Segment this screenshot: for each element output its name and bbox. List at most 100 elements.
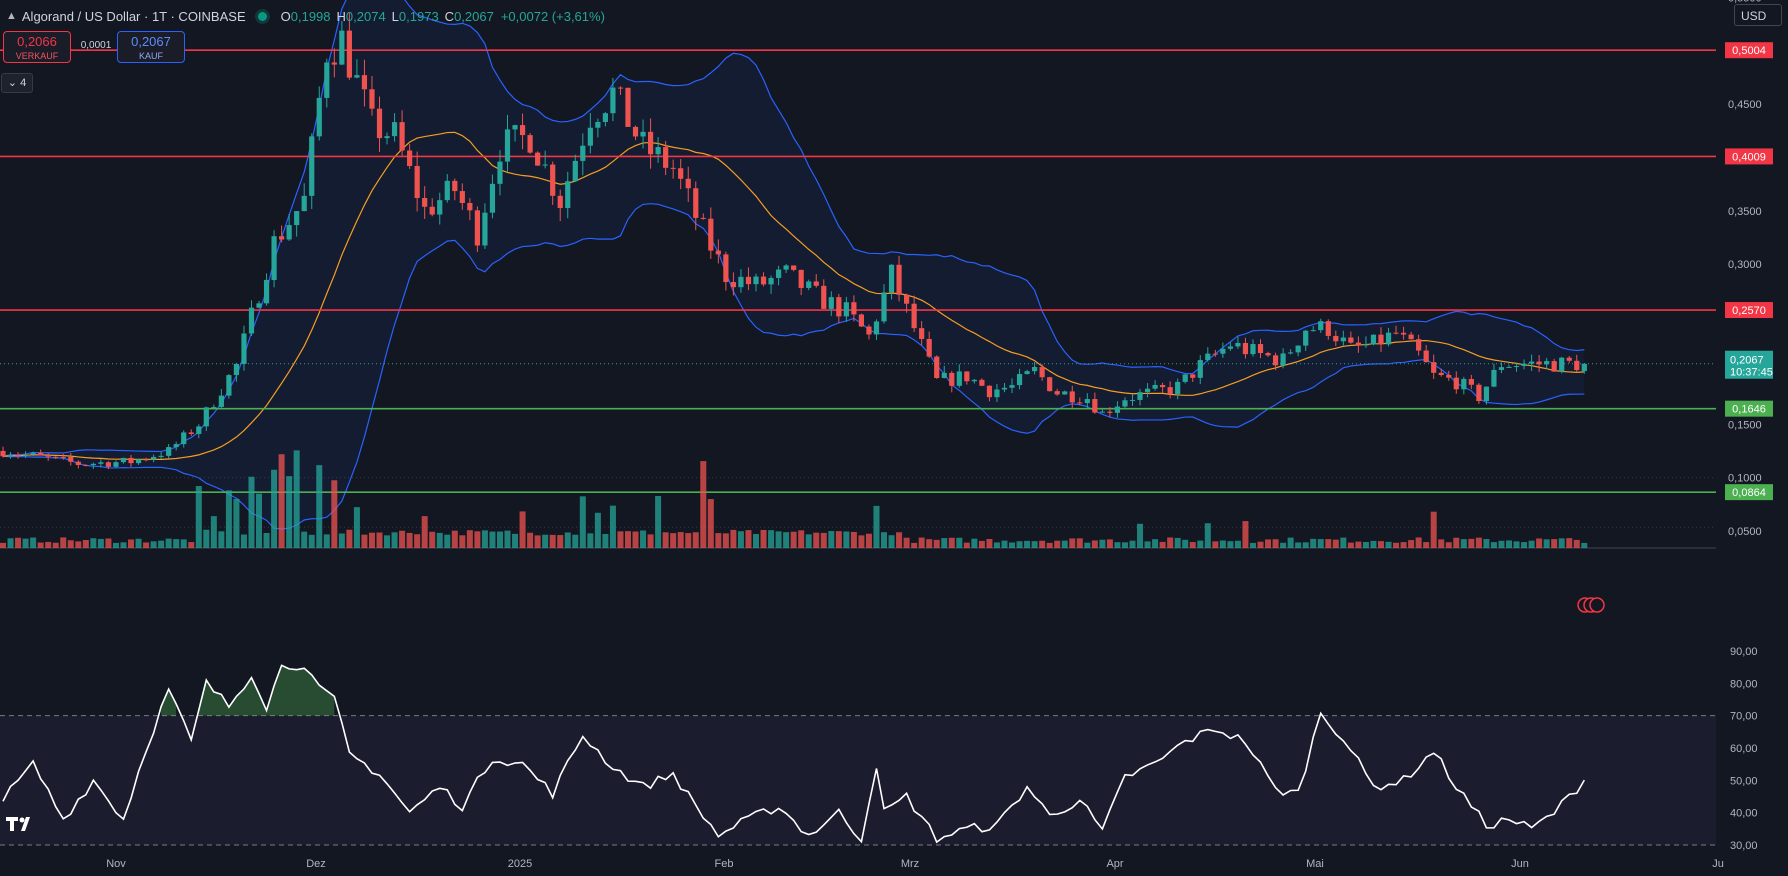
candle-body [497,161,503,184]
volume-bar [881,532,888,548]
volume-bar [323,534,330,548]
volume-bar [368,532,375,548]
close-label: C [444,8,455,24]
candle-body [1483,386,1490,402]
volume-bar [768,530,775,548]
candle-body [504,129,511,162]
moving-average-line [2,131,1585,460]
tradingview-logo-icon[interactable] [6,814,38,834]
candle-body [572,160,578,182]
candle-body [617,87,624,89]
candle-body [60,456,66,458]
volume-bar [1152,539,1159,548]
close-value: 0,2067 [454,8,494,24]
volume-bar [150,541,157,548]
candle-body [1039,367,1045,378]
candle-body [715,250,721,255]
volume-bar [948,537,955,548]
candle-body [768,277,774,285]
volume-bar [1091,540,1098,548]
candle-body [678,168,684,179]
indicators-toggle-button[interactable]: ⌄ 4 [1,73,33,93]
price-axis-label: 0,5500 [1728,0,1762,4]
volume-bar [1167,537,1174,548]
volume-bar [1272,539,1279,548]
volume-bar [1174,537,1181,548]
volume-bar [798,530,805,548]
price-level-tag [1725,302,1773,319]
volume-bar [670,533,677,548]
event-marker-icon [1589,597,1605,613]
volume-bar [1355,541,1362,548]
open-value: 0,1998 [290,8,331,24]
candle-body [806,281,812,288]
rsi-axis-label: 30,00 [1730,840,1758,852]
price-level-label: 0,0864 [1732,487,1766,499]
market-status-icon[interactable] [257,11,267,21]
candle-body [256,303,262,308]
candle-body [53,456,59,458]
candle-body [0,450,6,457]
candle-body [1129,399,1136,401]
candle-body [1175,381,1181,394]
volume-bar [1581,542,1588,548]
volume-bar [1513,541,1520,548]
candle-body [964,371,970,382]
candle-body [354,75,360,78]
volume-bar [1566,538,1573,548]
volume-bar [918,537,925,548]
candle-body [693,188,699,218]
candle-body [1581,363,1587,372]
candle-body [1084,399,1090,404]
candle-body [1288,352,1294,354]
volume-bar [1573,539,1580,548]
candle-body [828,297,834,309]
rsi-axis-label: 70,00 [1730,711,1758,723]
candle-body [979,379,985,386]
sell-button[interactable]: 0,2066 VERKAUF [3,31,71,63]
volume-bar [1453,537,1460,548]
volume-bar [391,532,398,548]
buy-button[interactable]: 0,2067 KAUF [117,31,185,63]
volume-bar [594,512,601,548]
volume-bar [1249,542,1256,548]
rsi-axis-label: 40,00 [1730,808,1758,820]
volume-bar [1506,540,1512,548]
candle-body [444,180,450,201]
volume-bar [640,530,647,548]
volume-bar [225,490,232,548]
candle-body [391,122,398,137]
candle-body [1333,335,1339,342]
candle-body [1498,367,1505,370]
candle-body [956,371,962,386]
volume-bar [1114,542,1121,548]
candle-body [1355,342,1361,346]
volume-bar [745,530,752,548]
low-label: L [391,8,399,24]
volume-bar [519,511,526,548]
candle-body [1152,384,1158,389]
volume-bar [1438,539,1445,548]
volume-bar [143,542,150,548]
candle-body [1144,388,1151,393]
candle-body [482,212,488,246]
candle-body [30,452,36,455]
candle-body [166,447,172,456]
volume-bar [1159,541,1166,548]
volume-bar [112,542,119,548]
candle-body [738,276,744,288]
candle-body [836,297,842,317]
currency-selector[interactable]: USD [1734,4,1782,26]
candle-body [346,30,352,78]
candle-body [1416,339,1422,351]
volume-bar [308,534,315,548]
volume-bar [135,538,142,548]
volume-bar [353,507,360,548]
candle-body [151,456,157,460]
volume-bar [534,535,541,548]
symbol-title[interactable]: Algorand / US Dollar · 1T · COINBASE [21,8,246,24]
volume-bar [1543,539,1550,548]
volume-bar [1468,538,1475,548]
price-axis-label: 0,1000 [1728,473,1762,485]
